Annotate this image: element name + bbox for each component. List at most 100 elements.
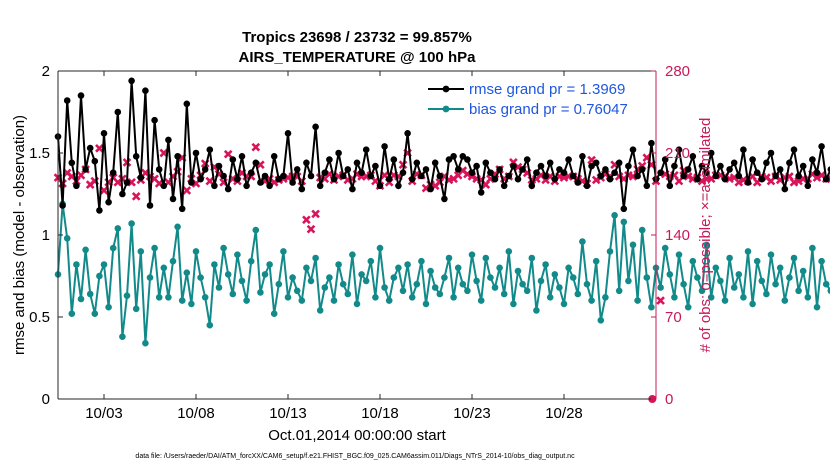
rmse-point: [763, 159, 770, 167]
bias-point: [606, 248, 614, 255]
rmse-point: [376, 182, 384, 190]
bias-point: [86, 290, 94, 298]
rmse-point: [114, 108, 122, 116]
rmse-point: [211, 182, 218, 190]
y-tick-right-label: 70: [665, 309, 682, 326]
bias-point: [335, 261, 342, 268]
bias-point: [358, 271, 365, 278]
bias-point: [556, 284, 563, 291]
obs-point: [794, 176, 803, 186]
bias-point: [473, 277, 480, 285]
legend-box: [423, 80, 651, 122]
bias-point: [441, 274, 448, 281]
bias-point: [289, 274, 296, 281]
rmse-point: [372, 162, 379, 170]
chart-subtitle: AIRS_TEMPERATURE @ 100 hPa: [239, 49, 477, 66]
bias-point: [629, 241, 637, 249]
bias-point: [781, 297, 789, 304]
bias-point: [293, 287, 301, 295]
rmse-point: [657, 169, 664, 176]
rmse-point: [349, 185, 356, 193]
obs-point: [734, 177, 744, 187]
rmse-point: [367, 172, 375, 180]
bias-point: [643, 274, 651, 281]
rmse-point: [298, 185, 306, 193]
rmse-point: [712, 172, 720, 180]
bias-point: [395, 264, 402, 272]
bias-point: [307, 277, 315, 285]
bias-point: [303, 264, 310, 272]
rmse-point: [560, 169, 568, 176]
bias-point: [321, 284, 329, 291]
obs-cross: [306, 224, 316, 234]
bias-point: [510, 300, 517, 308]
rmse-point: [381, 143, 388, 150]
rmse-point: [183, 100, 191, 108]
obs-point: [223, 149, 233, 159]
bias-point: [372, 294, 379, 301]
rmse-point: [178, 205, 186, 213]
bias-point: [247, 257, 255, 265]
rmse-point: [753, 169, 761, 176]
rmse-point: [316, 182, 324, 190]
obs-cross: [812, 173, 822, 182]
rmse-point: [142, 87, 149, 94]
bias-point: [491, 284, 499, 291]
rmse-point: [468, 169, 476, 176]
rmse-point: [643, 182, 651, 190]
bias-point: [712, 264, 720, 272]
y-tick-label: 1: [42, 227, 50, 244]
bias-point: [675, 251, 683, 258]
y-axis-right-label: # of obs: o=possible; ×=assimilated: [697, 118, 714, 353]
rmse-point: [119, 190, 126, 198]
x-tick-label: 10/13: [269, 405, 307, 422]
rmse-point: [675, 146, 683, 153]
bias-point: [468, 251, 476, 258]
rmse-point: [749, 156, 756, 163]
rmse-point: [661, 156, 669, 163]
bias-point: [799, 267, 807, 275]
rmse-point: [229, 156, 237, 163]
rmse-point: [169, 195, 177, 203]
bias-point: [579, 238, 586, 245]
rmse-point: [537, 162, 545, 170]
rmse-point: [588, 162, 595, 170]
rmse-point: [615, 159, 623, 167]
legend-bias-label: bias grand pr = 0.76047: [469, 101, 628, 118]
y-tick-label: 0: [42, 391, 50, 408]
bias-point: [749, 300, 756, 308]
y-tick-right-label: 140: [665, 227, 690, 244]
rmse-point: [648, 139, 655, 147]
rmse-point: [321, 169, 329, 176]
bias-point: [178, 297, 186, 304]
bias-point: [132, 305, 140, 313]
bias-point: [201, 294, 209, 301]
rmse-point: [496, 166, 503, 173]
rmse-point: [280, 172, 287, 180]
bias-point: [795, 287, 802, 295]
rmse-point: [767, 149, 775, 157]
bias-point: [786, 274, 793, 281]
bias-point: [188, 300, 195, 308]
rmse-point: [542, 172, 549, 180]
bias-point: [551, 271, 559, 278]
rmse-point: [270, 153, 278, 160]
bias-point: [671, 294, 678, 301]
rmse-point: [579, 153, 586, 160]
bias-point: [234, 251, 241, 258]
x-tick-label: 10/28: [545, 405, 583, 422]
bias-point: [717, 277, 724, 285]
rmse-point: [487, 169, 494, 176]
bias-point: [404, 261, 411, 268]
rmse-point: [477, 189, 485, 196]
bias-point: [744, 248, 752, 255]
obs-cross: [223, 149, 233, 159]
rmse-point: [799, 162, 807, 170]
rmse-point: [408, 175, 416, 183]
bias-point: [160, 264, 168, 272]
rmse-point: [735, 172, 743, 180]
y-tick-label: 0.5: [29, 309, 50, 326]
bias-point: [211, 261, 218, 268]
rmse-point: [638, 166, 646, 173]
